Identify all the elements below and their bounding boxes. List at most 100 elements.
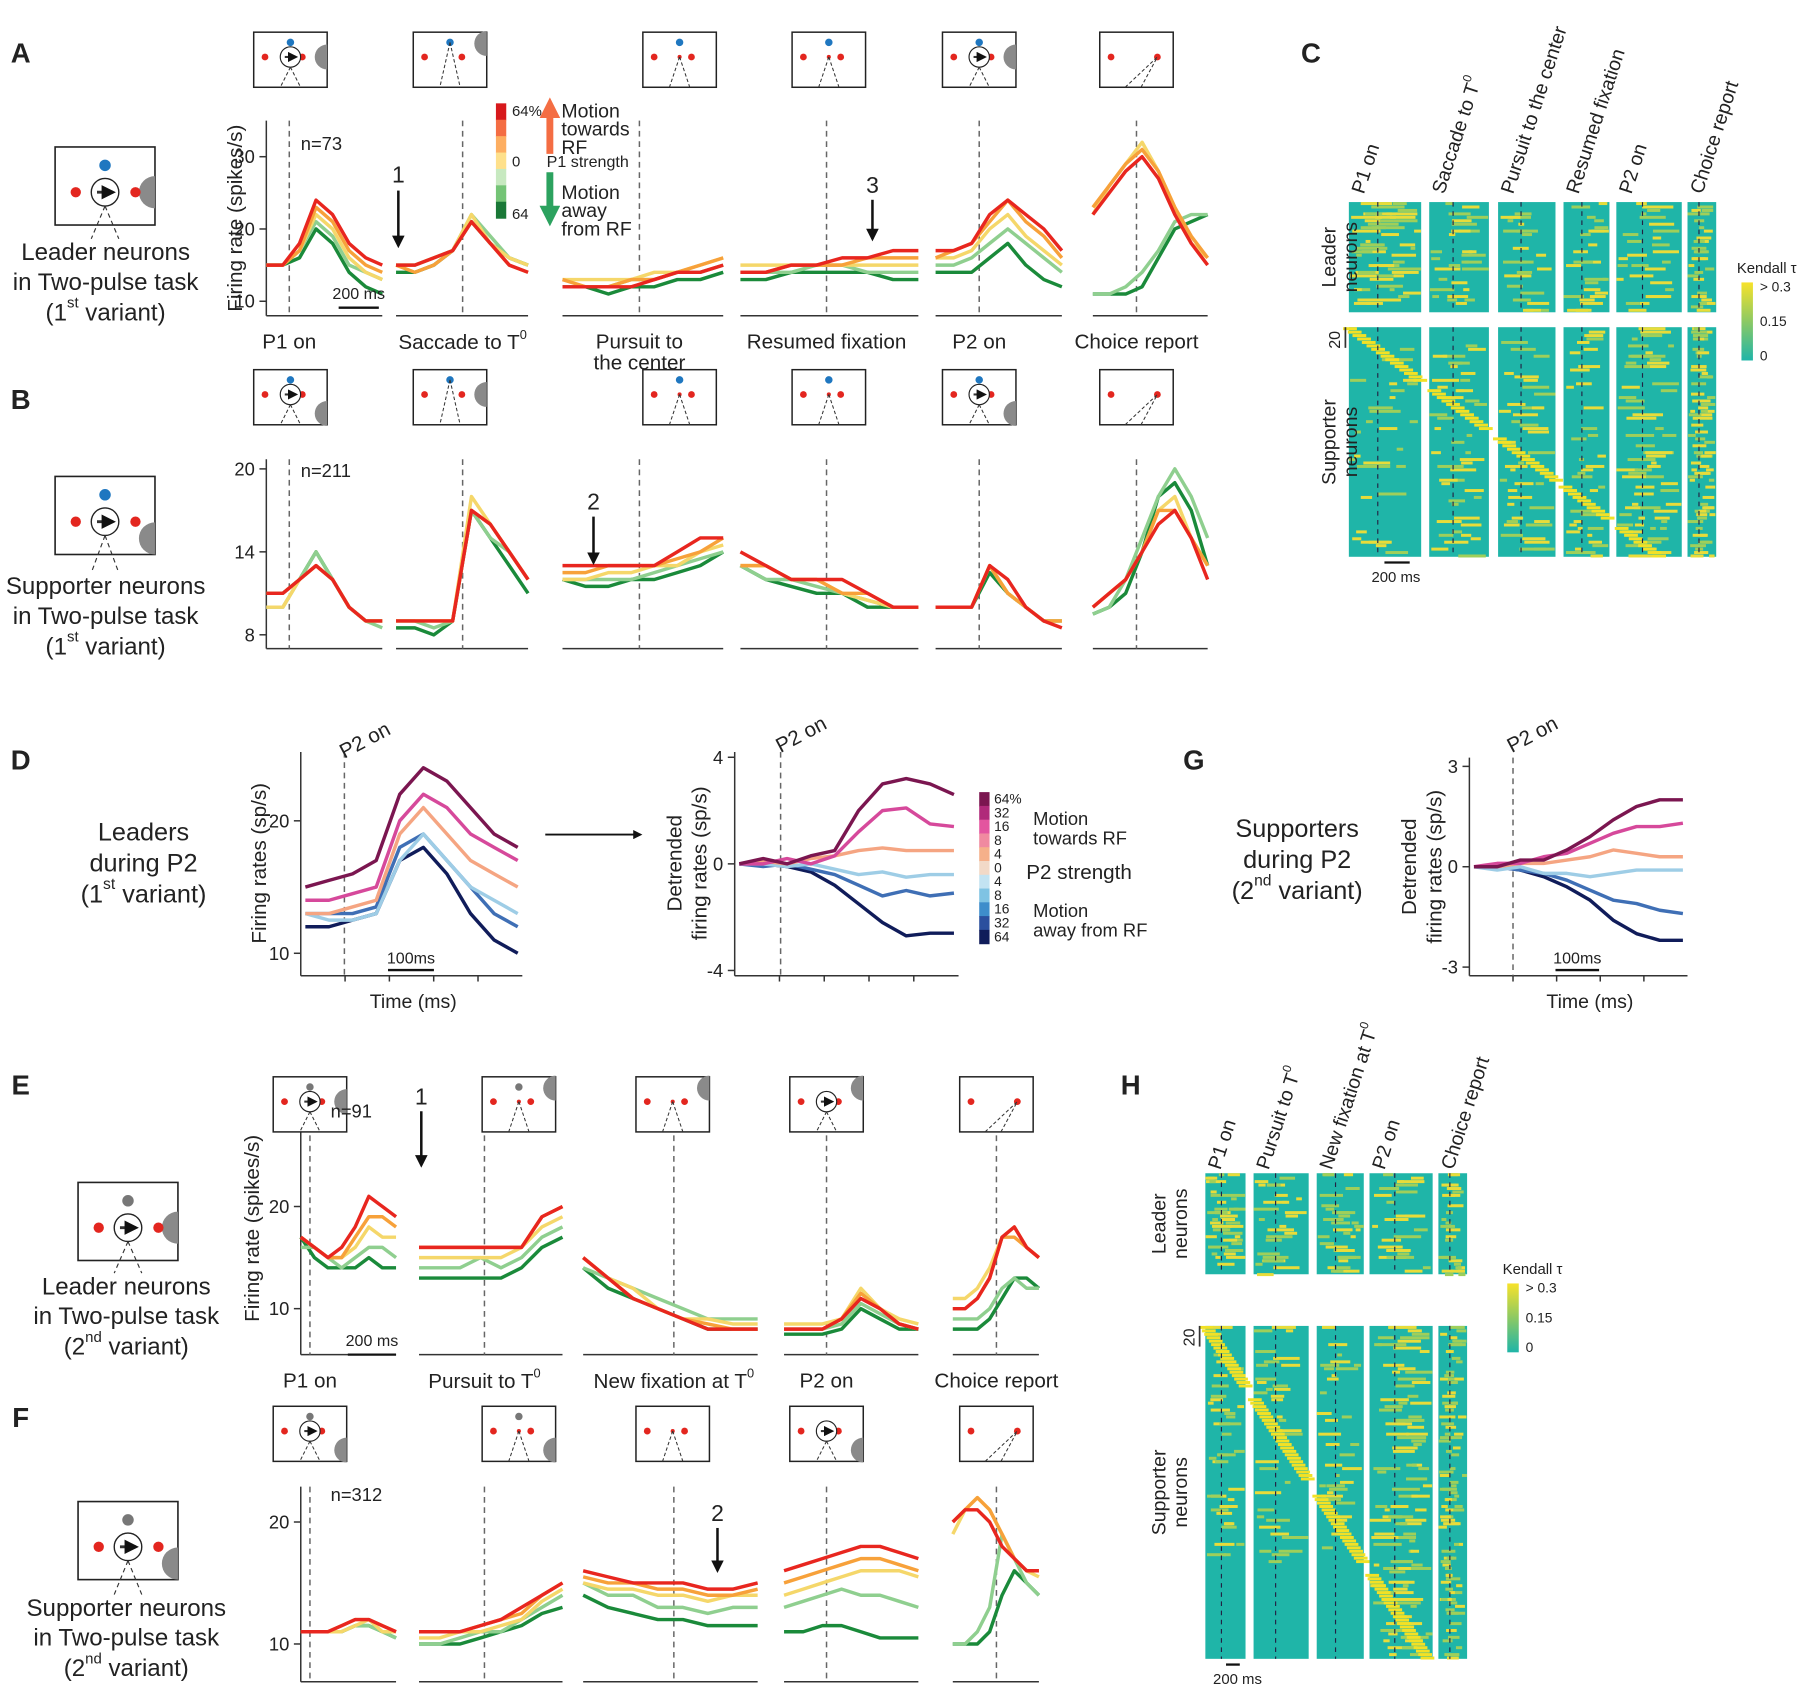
heatmap-cell	[1263, 1259, 1284, 1263]
heatmap-cell	[1312, 1494, 1327, 1498]
alignment-label: New fixation at T0	[594, 1365, 755, 1392]
heatmap-cell	[1588, 540, 1602, 544]
heatmap-cell	[1436, 396, 1451, 400]
heatmap-cell	[1377, 1343, 1407, 1347]
legend-tick: 32	[994, 915, 1009, 930]
heatmap-cell	[1454, 1505, 1463, 1508]
rate-curve	[562, 263, 724, 289]
legend-tick: 0	[512, 153, 520, 170]
heatmap-cell	[1566, 530, 1580, 534]
heatmap-cell	[1392, 202, 1407, 206]
heatmap-cell	[1324, 1367, 1334, 1371]
heatmap-cell	[1705, 267, 1715, 271]
heatmap-cell	[1234, 1422, 1242, 1426]
heatmap-cell	[1330, 1522, 1345, 1526]
heatmap-cell	[1652, 250, 1679, 254]
heatmap-cell	[1645, 351, 1653, 355]
heatmap-cell	[1651, 461, 1657, 465]
heatmap-cell	[1462, 1474, 1467, 1477]
heatmap-cell	[1319, 1193, 1343, 1197]
heatmap-cell	[1330, 1360, 1351, 1364]
heatmap-cell	[1323, 1173, 1334, 1177]
legend-tick: 64%	[512, 103, 542, 120]
rate-curve	[582, 1569, 759, 1591]
heatmap-cell	[1211, 1384, 1229, 1388]
y-tick-label: 4	[713, 747, 723, 768]
legend-label: Motion	[561, 100, 620, 122]
heatmap-cell	[1372, 1224, 1379, 1228]
heatmap-cell	[1597, 454, 1606, 458]
heatmap-cell	[1438, 277, 1448, 281]
heatmap-cell	[1326, 1498, 1341, 1502]
heatmap-cell	[1701, 371, 1708, 375]
heatmap-cell	[1317, 1235, 1330, 1239]
gaze-line	[815, 1441, 827, 1462]
heatmap-cell	[1413, 1228, 1428, 1232]
heatmap-cell	[1668, 344, 1674, 348]
heatmap-cell	[1444, 1374, 1455, 1378]
text-part: variant)	[102, 1333, 189, 1360]
heatmap-cell	[1228, 1487, 1245, 1491]
heatmap-cell	[1415, 1508, 1427, 1512]
heatmap-cell	[1622, 233, 1639, 237]
heatmap-cell	[1386, 1622, 1396, 1626]
heatmap-cell	[1440, 1515, 1451, 1519]
heatmap-cell	[1700, 212, 1710, 216]
heatmap-cell	[1357, 298, 1380, 302]
colorbar-tick: 0	[1526, 1340, 1534, 1355]
heatmap-cell	[1705, 485, 1716, 489]
target-dot	[797, 1427, 805, 1435]
target-dot	[130, 516, 141, 527]
heatmap-cell	[1441, 399, 1456, 403]
row-label: Leader	[1318, 226, 1340, 287]
heatmap-cell	[1468, 250, 1477, 254]
colorbar-title: Kendall τ	[1503, 1261, 1563, 1278]
heatmap-cell	[1638, 327, 1666, 331]
gaze-line	[1000, 1101, 1018, 1133]
caption: (1st variant)	[46, 628, 166, 660]
target-dot	[281, 1427, 288, 1435]
heatmap-cell	[1332, 1484, 1341, 1488]
heatmap-cell	[1410, 1549, 1420, 1553]
heatmap-cell	[1618, 396, 1637, 400]
heatmap-cell	[1356, 530, 1367, 534]
heatmap-cell	[1570, 509, 1592, 513]
gaze-line	[449, 42, 461, 88]
target-dot	[93, 1541, 104, 1552]
heatmap-cell	[1353, 288, 1363, 292]
annotation: 3	[866, 172, 879, 198]
heatmap-cell	[1447, 1381, 1458, 1385]
heatmap-cell	[1361, 340, 1376, 344]
rate-curve	[784, 1306, 919, 1336]
heatmap-cell	[1447, 1377, 1458, 1381]
heatmap-cell	[1373, 1601, 1390, 1605]
x-axis-label: Time (ms)	[1546, 991, 1633, 1013]
y-tick-label: 20	[269, 810, 289, 831]
heatmap-cell	[1470, 537, 1481, 541]
legend-swatch	[979, 819, 990, 835]
heatmap-cell	[1365, 1573, 1380, 1577]
rate-curve	[266, 563, 383, 623]
receptive-field	[314, 401, 328, 426]
rate-curve	[266, 198, 383, 267]
heatmap-cell	[1444, 1405, 1456, 1409]
heatmap-cell	[1440, 1560, 1451, 1564]
text-part: variant)	[79, 299, 166, 326]
heatmap-cell	[1387, 267, 1421, 271]
heatmap-cell	[1238, 1384, 1253, 1388]
heatmap-cell	[1386, 1432, 1409, 1436]
fixation-dot	[306, 1412, 314, 1421]
rate-curve	[582, 1581, 758, 1616]
heatmap-cell	[1410, 1401, 1432, 1405]
heatmap-cell	[1371, 1535, 1399, 1539]
heatmap-cell	[1507, 502, 1515, 506]
heatmap-cell	[1256, 1363, 1269, 1367]
heatmap-cell	[1527, 301, 1550, 305]
heatmap-cell	[1660, 482, 1678, 486]
fixation-dot	[306, 1083, 314, 1091]
heatmap-cell	[1616, 468, 1639, 472]
heatmap-cell	[1381, 1238, 1402, 1242]
heatmap-cell	[1445, 202, 1453, 206]
heatmap-cell	[1688, 264, 1695, 268]
heatmap-cell	[1389, 396, 1396, 400]
